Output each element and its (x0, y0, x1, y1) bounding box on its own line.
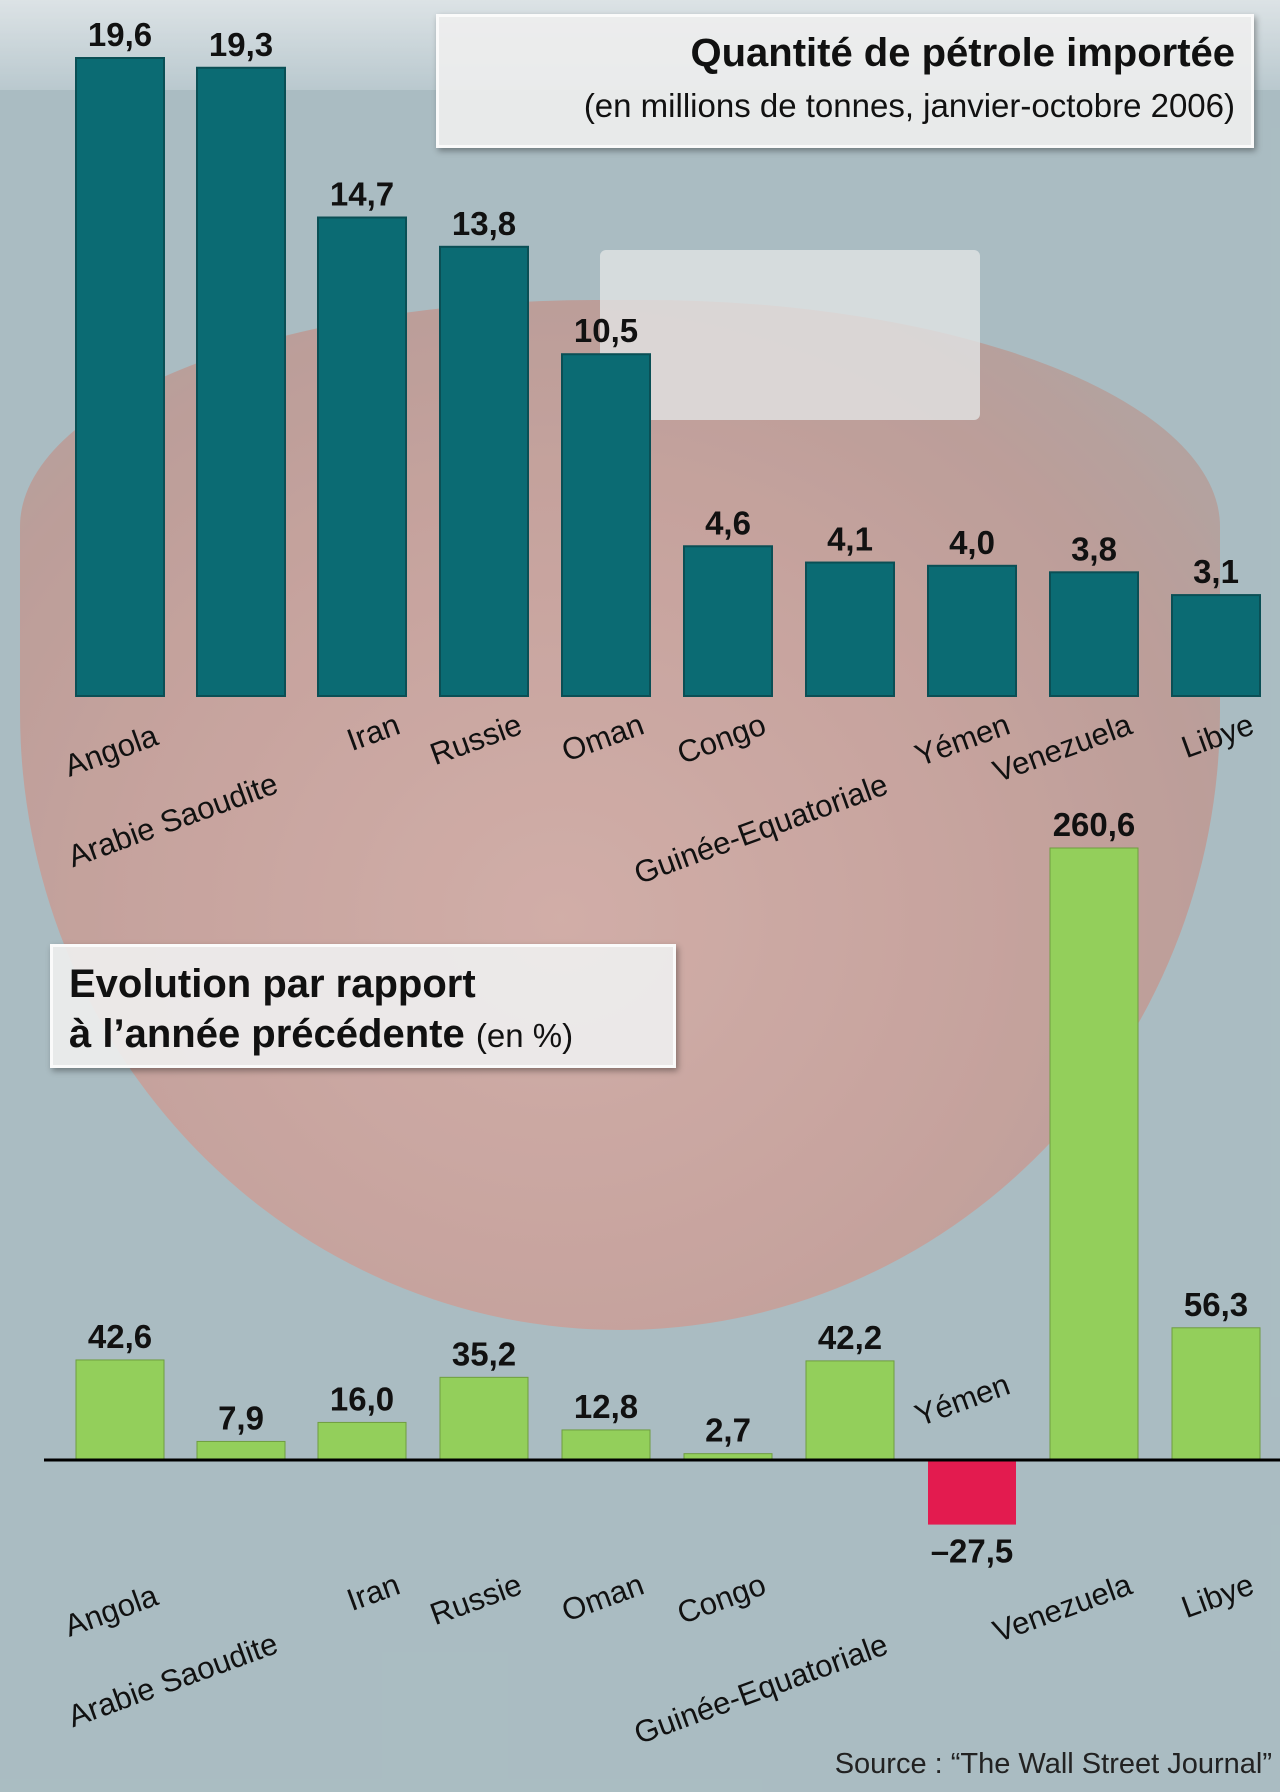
bar2-value-arabie-saoudite: 7,9 (218, 1399, 264, 1436)
bar2-libye (1171, 1327, 1261, 1461)
bar2-category-guinee-equatoriale: Guinée-Equatoriale (629, 1627, 892, 1751)
bar1-category-russie: Russie (425, 707, 526, 772)
bar1-category-arabie-saoudite: Arabie Saoudite (63, 766, 282, 874)
tanker-superstructure (600, 250, 980, 420)
bar2-russie (439, 1376, 529, 1461)
bar1-category-iran: Iran (342, 707, 404, 758)
bar2-category-yemen: Yémen (910, 1367, 1014, 1433)
bar2-arabie-saoudite (196, 1440, 286, 1461)
bar1-value-russie: 13,8 (452, 205, 516, 242)
bar1-congo (683, 545, 773, 698)
bar2-guinee-equatoriale (805, 1360, 895, 1461)
bar1-value-iran: 14,7 (330, 176, 394, 213)
bar2-angola (75, 1359, 165, 1461)
bar1-value-arabie-saoudite: 19,3 (209, 26, 273, 63)
chart1-title: Quantité de pétrole importée (690, 31, 1235, 75)
bar1-category-congo: Congo (673, 707, 771, 771)
chart1-subtitle: (en millions de tonnes, janvier-octobre … (583, 87, 1235, 124)
bar2-category-arabie-saoudite: Arabie Saoudite (63, 1626, 282, 1734)
bar1-value-guinee-equatoriale: 4,1 (827, 521, 873, 558)
bar1-venezuela (1049, 571, 1139, 698)
bar1-value-libye: 3,1 (1193, 553, 1239, 590)
bar1-iran (317, 216, 407, 697)
source-note: Source : “The Wall Street Journal” (834, 1748, 1272, 1780)
bar2-venezuela (1049, 847, 1139, 1461)
chart2-title-line2: à l’année précédente (69, 1012, 465, 1056)
bar2-value-russie: 35,2 (452, 1335, 516, 1372)
bar2-oman (561, 1429, 651, 1461)
bar1-arabie-saoudite (196, 66, 286, 697)
bar1-value-venezuela: 3,8 (1071, 530, 1117, 567)
bar2-category-russie: Russie (425, 1567, 526, 1632)
bar1-angola (75, 57, 165, 697)
bar1-value-oman: 10,5 (574, 312, 638, 349)
chart2-title-line1: Evolution par rapport (69, 962, 476, 1006)
bar1-value-congo: 4,6 (705, 504, 751, 541)
bar1-value-angola: 19,6 (88, 16, 152, 53)
bar2-value-congo: 2,7 (705, 1412, 751, 1449)
bar2-category-congo: Congo (673, 1567, 771, 1631)
bar2-category-iran: Iran (342, 1567, 404, 1618)
bar2-value-iran: 16,0 (330, 1380, 394, 1417)
bar2-category-angola: Angola (60, 1577, 163, 1643)
bar2-yemen (928, 1460, 1016, 1525)
bar2-value-yemen: –27,5 (931, 1533, 1014, 1570)
bar1-yemen (927, 564, 1017, 697)
bar2-value-angola: 42,6 (88, 1318, 152, 1355)
chart2-title-unit: (en %) (475, 1017, 574, 1054)
bar1-value-yemen: 4,0 (949, 524, 995, 561)
bar1-oman (561, 353, 651, 697)
bar2-value-oman: 12,8 (574, 1388, 638, 1425)
chart2-title-box: Evolution par rapport à l’année précéden… (50, 944, 676, 1068)
bar1-libye (1171, 594, 1261, 698)
bar2-category-venezuela: Venezuela (988, 1566, 1137, 1649)
chart1-title-box: Quantité de pétrole importée (en million… (436, 14, 1254, 148)
chart2-title: Evolution par rapport à l’année précéden… (69, 959, 669, 1061)
bar1-category-libye: Libye (1177, 707, 1259, 765)
bar2-value-libye: 56,3 (1184, 1286, 1248, 1323)
bar2-iran (317, 1421, 407, 1461)
bar2-value-guinee-equatoriale: 42,2 (818, 1319, 882, 1356)
bar1-category-angola: Angola (60, 717, 163, 783)
bar1-category-venezuela: Venezuela (988, 706, 1137, 789)
bar1-category-oman: Oman (557, 707, 648, 769)
bar1-category-guinee-equatoriale: Guinée-Equatoriale (629, 767, 892, 891)
bar1-guinee-equatoriale (805, 561, 895, 698)
bar1-russie (439, 245, 529, 697)
bar2-value-venezuela: 260,6 (1053, 806, 1136, 843)
bar2-category-oman: Oman (557, 1567, 648, 1629)
bar2-category-libye: Libye (1177, 1567, 1259, 1625)
